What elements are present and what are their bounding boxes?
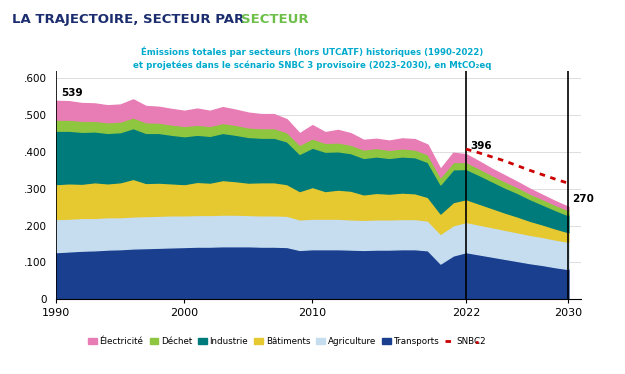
Text: 539: 539 <box>61 88 83 98</box>
Text: SECTEUR: SECTEUR <box>241 13 308 26</box>
Text: Émissions totales par secteurs (hors UTCATF) historiques (1990-2022): Émissions totales par secteurs (hors UTC… <box>141 47 484 57</box>
Text: LA TRAJECTOIRE, SECTEUR PAR: LA TRAJECTOIRE, SECTEUR PAR <box>12 13 249 26</box>
Text: 396: 396 <box>470 141 491 151</box>
Legend: Électricité, Déchet, Industrie, Bâtiments, Agriculture, Transports, SNBC2: Électricité, Déchet, Industrie, Bâtiment… <box>84 333 490 349</box>
Text: •: • <box>473 338 479 348</box>
Text: 270: 270 <box>572 194 594 204</box>
Text: et projetées dans le scénario SNBC 3 provisoire (2023-2030), en MtCO₂eq: et projetées dans le scénario SNBC 3 pro… <box>133 61 492 70</box>
